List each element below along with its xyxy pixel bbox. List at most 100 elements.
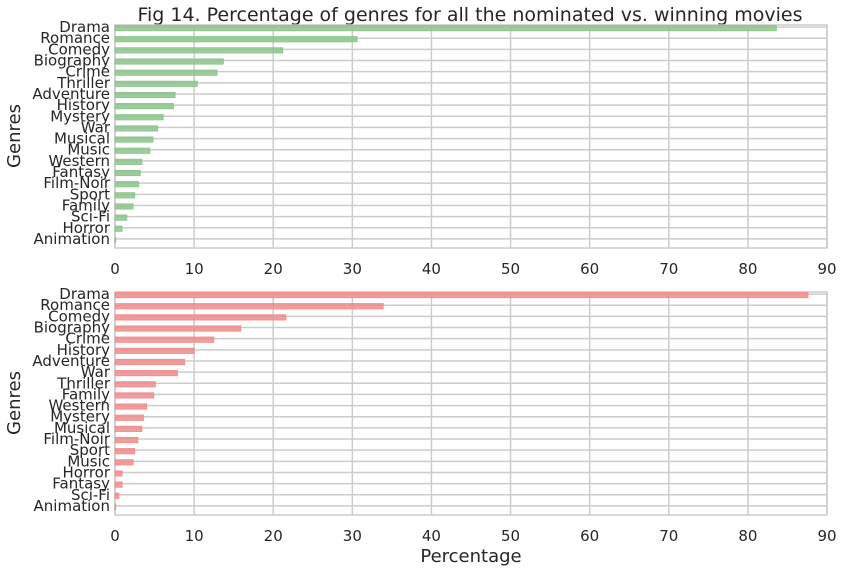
winning-category-label: Horror <box>62 463 110 481</box>
nominated-category-label: Fantasy <box>52 163 110 181</box>
nominated-category-label: Romance <box>40 29 110 47</box>
nominated-category-label: Comedy <box>48 40 110 58</box>
nominated-x-tick-label: 80 <box>738 260 757 278</box>
winning-category-label: History <box>57 341 110 359</box>
winning-bar-history <box>114 347 195 354</box>
nominated-category-label: Western <box>48 152 110 170</box>
winning-bar-romance <box>114 303 384 310</box>
winning-bar-drama <box>114 291 809 299</box>
nominated-category-label: Mystery <box>50 107 110 125</box>
winning-category-label: Comedy <box>48 307 110 325</box>
winning-category-label: Biography <box>34 319 111 337</box>
winning-x-tick-label: 80 <box>738 527 757 545</box>
winning-category-label: War <box>81 363 111 381</box>
nominated-bar-film-noir <box>114 181 140 188</box>
nominated-x-tick-label: 60 <box>580 260 599 278</box>
nominated-panel: DramaRomanceComedyBiographyCrimeThriller… <box>4 18 837 278</box>
winning-x-tick-label: 20 <box>264 527 283 545</box>
nominated-bar-fantasy <box>114 169 141 177</box>
winning-bar-western <box>114 403 148 410</box>
winning-panel: DramaRomanceComedyBiographyCrimeHistoryA… <box>4 285 837 567</box>
chart-title: Fig 14. Percentage of genres for all the… <box>137 4 802 26</box>
nominated-y-axis-label: Genres <box>4 104 25 168</box>
winning-grid <box>114 292 828 515</box>
nominated-bar-war <box>114 125 159 132</box>
winning-category-label: Family <box>62 385 110 403</box>
nominated-x-tick-label: 20 <box>264 260 283 278</box>
winning-bar-biography <box>114 325 242 332</box>
nominated-x-tick-label: 10 <box>185 260 204 278</box>
winning-category-label: Sci-Fi <box>71 486 110 504</box>
nominated-category-labels: DramaRomanceComedyBiographyCrimeThriller… <box>32 18 110 248</box>
x-axis-label: Percentage <box>420 546 521 567</box>
winning-bar-musical <box>114 425 143 432</box>
winning-category-label: Musical <box>54 419 110 437</box>
winning-category-labels: DramaRomanceComedyBiographyCrimeHistoryA… <box>32 285 110 515</box>
winning-category-label: Music <box>67 452 110 470</box>
nominated-bars <box>114 24 777 244</box>
nominated-bar-thriller <box>114 80 198 87</box>
winning-y-axis-label: Genres <box>4 371 25 435</box>
nominated-bar-horror <box>114 225 123 232</box>
nominated-category-label: Family <box>62 196 110 214</box>
nominated-bar-biography <box>114 58 224 65</box>
nominated-bar-comedy <box>114 47 284 54</box>
nominated-category-label: History <box>57 96 110 114</box>
winning-bar-comedy <box>114 314 287 321</box>
winning-category-label: Fantasy <box>52 475 110 493</box>
winning-x-tick-label: 0 <box>110 527 120 545</box>
nominated-category-label: Sci-Fi <box>71 208 110 226</box>
nominated-category-label: Biography <box>34 52 111 70</box>
winning-x-tick-label: 70 <box>659 527 678 545</box>
nominated-category-label: Sport <box>70 185 110 203</box>
winning-x-tick-label: 10 <box>185 527 204 545</box>
nominated-bar-music <box>114 147 151 154</box>
nominated-plot-area <box>114 24 828 249</box>
nominated-bar-animation <box>114 236 117 244</box>
nominated-bar-drama <box>114 24 777 32</box>
winning-category-label: Film-Noir <box>43 430 110 448</box>
nominated-bar-romance <box>114 36 358 43</box>
nominated-bar-western <box>114 158 143 165</box>
winning-bar-adventure <box>114 358 186 366</box>
winning-x-tick-label: 40 <box>422 527 441 545</box>
winning-bar-sport <box>114 448 136 455</box>
nominated-category-label: Musical <box>54 130 110 148</box>
nominated-category-label: Adventure <box>32 85 110 103</box>
nominated-bar-sport <box>114 192 136 199</box>
winning-bar-music <box>114 459 134 466</box>
nominated-category-label: Horror <box>62 219 110 237</box>
winning-category-label: Animation <box>34 497 110 515</box>
nominated-x-tick-label: 90 <box>817 260 836 278</box>
nominated-grid <box>114 25 828 248</box>
winning-category-label: Drama <box>59 285 110 303</box>
nominated-category-label: Drama <box>59 18 110 36</box>
nominated-bar-musical <box>114 136 154 143</box>
nominated-x-tick-label: 30 <box>343 260 362 278</box>
winning-x-tick-label: 60 <box>580 527 599 545</box>
winning-category-label: Romance <box>40 296 110 314</box>
nominated-category-label: Crime <box>65 63 110 81</box>
winning-bar-family <box>114 392 155 399</box>
winning-category-label: Sport <box>70 441 110 459</box>
winning-category-label: Mystery <box>50 408 110 426</box>
winning-bar-sci-fi <box>114 492 120 499</box>
winning-x-tick-label: 30 <box>343 527 362 545</box>
nominated-x-tick-labels: 0 10 20 30 40 50 60 70 80 90 <box>110 260 836 278</box>
nominated-bar-mystery <box>114 114 164 121</box>
nominated-category-label: War <box>81 118 111 136</box>
nominated-category-label: Animation <box>34 230 110 248</box>
winning-category-label: Western <box>48 397 110 415</box>
winning-x-tick-label: 90 <box>817 527 836 545</box>
nominated-bar-crime <box>114 69 218 76</box>
winning-bar-film-noir <box>114 436 139 444</box>
nominated-bar-history <box>114 103 174 110</box>
winning-x-tick-labels: 0 10 20 30 40 50 60 70 80 90 <box>110 527 836 545</box>
winning-category-label: Adventure <box>32 352 110 370</box>
winning-category-label: Crime <box>65 330 110 348</box>
nominated-category-label: Film-Noir <box>43 174 110 192</box>
winning-category-label: Thriller <box>56 374 111 392</box>
winning-bar-war <box>114 370 178 377</box>
